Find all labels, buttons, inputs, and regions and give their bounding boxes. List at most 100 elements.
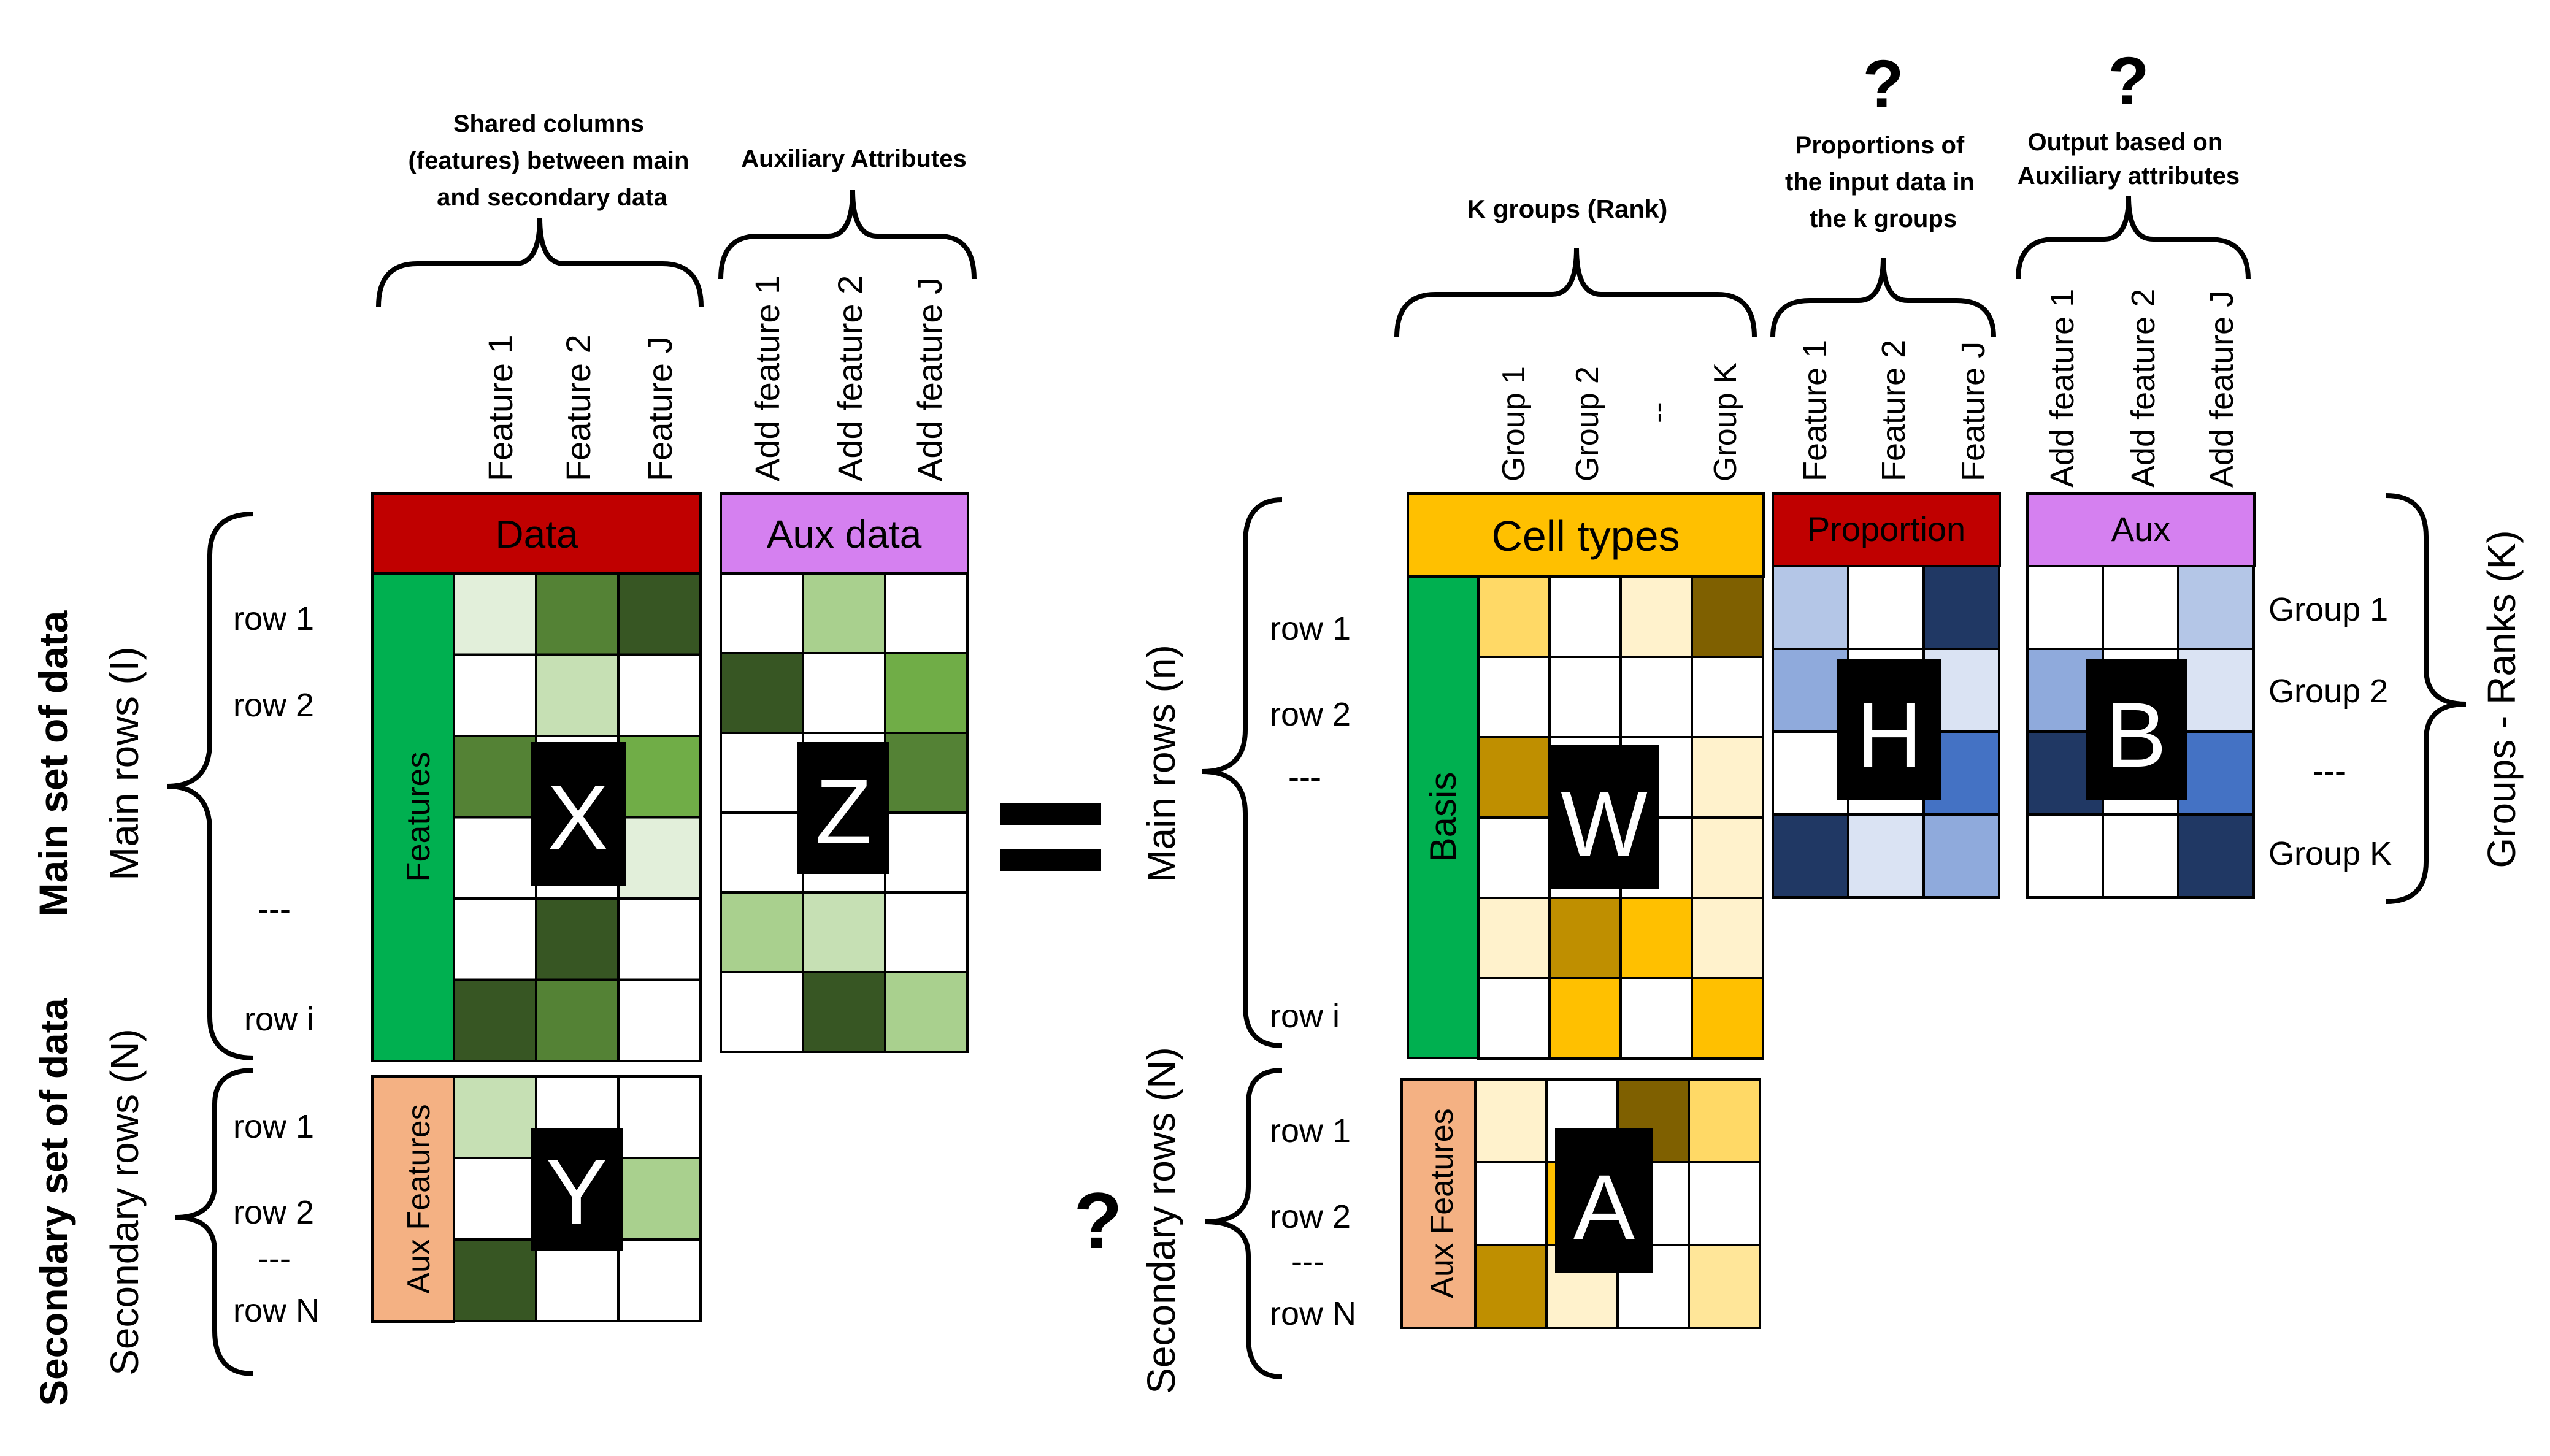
left-secondary-row-label: row 1 — [233, 1108, 314, 1145]
matrix-z-cell — [802, 652, 886, 734]
left-add-feature-column: Add feature J — [910, 277, 949, 481]
matrix-x-cell — [535, 978, 620, 1062]
group-column: Group K — [1708, 362, 1743, 481]
matrix-x-cell — [617, 978, 702, 1062]
w-letter: W — [1561, 772, 1648, 875]
auxiliary-attributes-title: Auxiliary Attributes — [741, 145, 966, 172]
matrix-y-cell — [453, 1075, 537, 1159]
h-letter: H — [1856, 683, 1922, 786]
right-main-rows-label: Main rows (n) — [1139, 645, 1183, 883]
x-letter: X — [547, 766, 609, 869]
matrix-x-cell — [617, 897, 702, 981]
aux-header-right — [2026, 492, 2256, 567]
matrix-a-cell — [1474, 1244, 1548, 1329]
secondary-rows-label: Secondary rows (N) — [102, 1029, 147, 1376]
proportion-header — [1772, 492, 2001, 567]
right-secondary-rows-brace — [1205, 1068, 1283, 1379]
aux-features-bar-right-label: Aux Features — [1424, 1108, 1460, 1298]
output-title: Output based on Auxiliary attributes — [2018, 129, 2240, 190]
matrix-z-cell — [884, 811, 969, 894]
proportion-header-label: Proportion — [1807, 510, 1965, 548]
matrix-w-cell — [1691, 816, 1764, 899]
group-row-label: Group 1 — [2268, 591, 2388, 628]
features-bar-label: Features — [400, 751, 437, 882]
aux-data-header-label: Aux data — [767, 512, 922, 556]
left-feature-column: Feature J — [640, 336, 679, 481]
matrix-w-cell — [1691, 977, 1764, 1060]
matrix-y-cell — [617, 1238, 702, 1322]
matrix-x-cell — [453, 897, 537, 981]
b-letter-box — [2086, 659, 2187, 800]
matrix-b-cell — [2177, 730, 2255, 816]
group-row-label: --- — [2313, 753, 2346, 789]
features-bar — [371, 572, 455, 1062]
matrix-z-cell — [720, 891, 804, 973]
matrix-a-cell — [1474, 1078, 1548, 1163]
a-letter: A — [1573, 1155, 1635, 1259]
aux-attributes-brace — [718, 190, 977, 280]
matrix-b-cell — [2026, 565, 2104, 650]
k-groups-title: K groups (Rank) — [1467, 194, 1668, 223]
matrix-w-cell — [1619, 897, 1693, 979]
matrix-y-cell — [535, 1238, 620, 1322]
right-secondary-row-label: --- — [1291, 1243, 1324, 1280]
matrix-w-cell — [1691, 736, 1764, 819]
aux-data-header — [720, 492, 969, 575]
matrix-a-cell — [1474, 1161, 1548, 1246]
z-letter-box — [797, 742, 889, 874]
shared-columns-title: Shared columns (features) between main a… — [408, 110, 696, 211]
group-column: Group 2 — [1570, 366, 1605, 481]
aux-features-bar-left-label: Aux Features — [401, 1104, 437, 1293]
matrix-w-cell — [1548, 897, 1622, 979]
matrix-y-cell — [617, 1157, 702, 1241]
matrix-h-cell — [1772, 648, 1849, 733]
matrix-z-cell — [802, 971, 886, 1053]
right-secondary-row-label: row 2 — [1270, 1198, 1351, 1235]
right-secondary-rows-label: Secondary rows (N) — [1139, 1047, 1183, 1394]
secondary-question-mark: ? — [1073, 1176, 1122, 1265]
left-add-feature-column: Add feature 1 — [748, 275, 786, 481]
main-rows-label: Main rows (I) — [101, 646, 147, 880]
matrix-w-cell — [1619, 656, 1693, 738]
x-letter-box — [531, 742, 626, 886]
matrix-w-cell — [1548, 656, 1622, 738]
matrix-a-cell — [1688, 1161, 1761, 1246]
groups-ranks-brace — [2386, 493, 2467, 904]
a-letter-box — [1555, 1128, 1653, 1273]
right-main-row-label: --- — [1288, 759, 1321, 795]
left-main-row-label: row i — [244, 1001, 314, 1038]
shared-columns-title-line: (features) between main — [408, 147, 689, 174]
output-brace — [2016, 196, 2251, 280]
right-feature-column: Feature 2 — [1875, 340, 1912, 481]
left-feature-column: Feature 1 — [481, 334, 520, 481]
right-add-feature-column: Add feature 1 — [2044, 289, 2081, 488]
right-add-feature-column: Add feature 2 — [2125, 289, 2162, 488]
secondary-set-label: Secondary set of data — [32, 998, 76, 1406]
group-row-label: Group 2 — [2268, 673, 2388, 710]
matrix-h-cell — [1847, 813, 1925, 899]
proportions-brace — [1770, 257, 1996, 338]
aux-features-bar-right — [1400, 1078, 1477, 1329]
matrix-x-cell — [453, 735, 537, 819]
matrix-h-cell — [1772, 813, 1849, 899]
right-main-row-label: row i — [1270, 998, 1340, 1035]
matrix-x-cell — [617, 816, 702, 900]
matrix-w-cell — [1619, 575, 1693, 658]
matrix-w-cell — [1691, 575, 1764, 658]
right-main-row-label: row 1 — [1270, 610, 1351, 647]
matrix-z-cell — [884, 732, 969, 814]
matrix-y-cell — [453, 1238, 537, 1322]
matrix-h-cell — [1847, 565, 1925, 650]
right-secondary-row-label: row 1 — [1270, 1113, 1351, 1149]
matrix-x-cell — [535, 653, 620, 737]
groups-ranks-label: Groups - Ranks (K) — [2479, 530, 2524, 868]
matrix-x-cell — [453, 978, 537, 1062]
matrix-z-cell — [720, 971, 804, 1053]
matrix-y-grid — [453, 1075, 702, 1322]
matrix-x-cell — [535, 897, 620, 981]
proportions-title-line: the input data in — [1785, 169, 1975, 196]
matrix-w-cell — [1477, 575, 1551, 658]
output-title-line: Output based on — [2028, 129, 2223, 156]
cell-types-header — [1407, 492, 1765, 578]
